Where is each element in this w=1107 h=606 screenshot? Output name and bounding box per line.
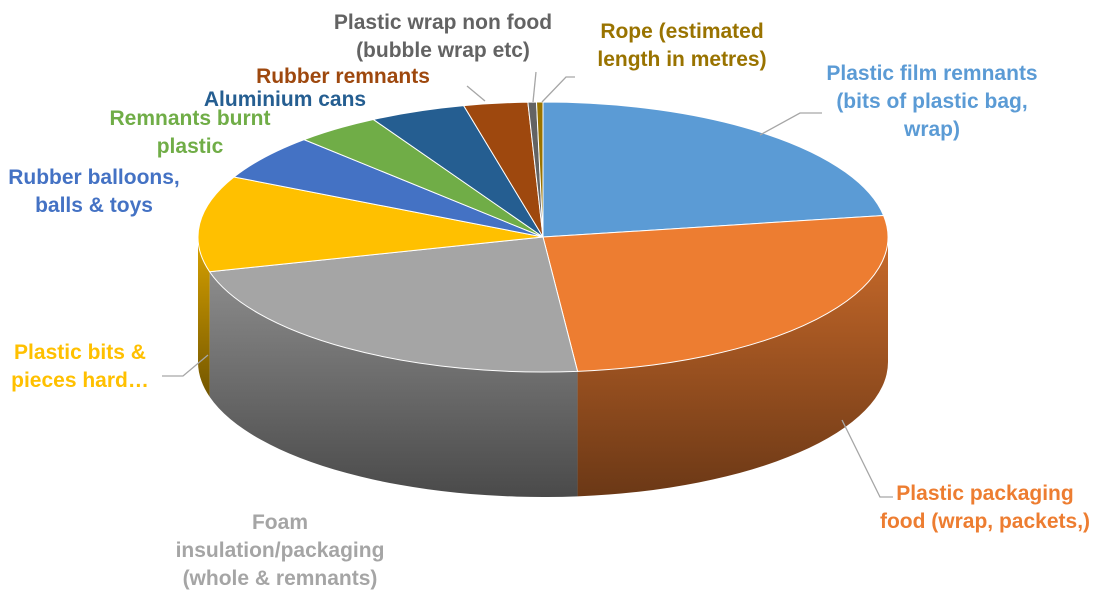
data-label-plastic-wrap-non-food-bubble-wrap-etc: Plastic wrap non food (bubble wrap etc) — [334, 11, 552, 62]
data-label-rubber-remnants: Rubber remnants — [256, 65, 430, 88]
leader-line-plastic-packaging-food-wrap-packets — [841, 419, 893, 498]
pie-slice-foam-insulation-packaging-whole-remnants — [208, 236, 579, 373]
leader-line-rope-estimated-length-in-metres — [541, 76, 575, 103]
slice-labels: Plastic film remnants (bits of plastic ba… — [8, 11, 1090, 590]
data-label-foam-insulation-packaging-whole-remnants: Foam insulation/packaging (whole & remnant… — [176, 511, 385, 590]
pie-slice-plastic-packaging-food-wrap-packets — [542, 214, 889, 372]
side-wall-foam-insulation-packaging-whole-remnants — [209, 271, 578, 497]
pie-slice-rope-estimated-length-in-metres — [535, 101, 544, 238]
data-label-plastic-film-remnants-bits-of-plastic-bag-wrap: Plastic film remnants (bits of plastic ba… — [826, 62, 1037, 141]
leader-line-plastic-wrap-non-food-bubble-wrap-etc — [532, 71, 537, 103]
pie-top-slices — [197, 101, 889, 373]
data-label-aluminium-cans: Aluminium cans — [204, 88, 366, 111]
side-wall-plastic-packaging-food-wrap-packets — [577, 237, 888, 497]
data-label-plastic-packaging-food-wrap-packets: Plastic packaging food (wrap, packets,) — [880, 482, 1090, 533]
pie-slice-plastic-film-remnants-bits-of-plastic-bag-wrap — [542, 101, 885, 238]
data-label-plastic-bits-pieces-hard: Plastic bits & pieces hard… — [11, 341, 149, 392]
pie-slice-plastic-bits-pieces-hard — [197, 176, 544, 273]
leader-lines — [162, 71, 893, 498]
data-label-rubber-balloons-balls-toys: Rubber balloons, balls & toys — [8, 166, 180, 217]
leader-line-plastic-film-remnants-bits-of-plastic-bag-wrap — [759, 112, 822, 136]
data-label-rope-estimated-length-in-metres: Rope (estimated length in metres) — [597, 20, 766, 71]
pie-side-walls — [198, 237, 888, 497]
leader-line-plastic-bits-pieces-hard — [162, 354, 209, 377]
data-label-remnants-burnt-plastic: Remnants burnt plastic — [109, 107, 270, 158]
leader-line-rubber-remnants — [466, 85, 486, 102]
